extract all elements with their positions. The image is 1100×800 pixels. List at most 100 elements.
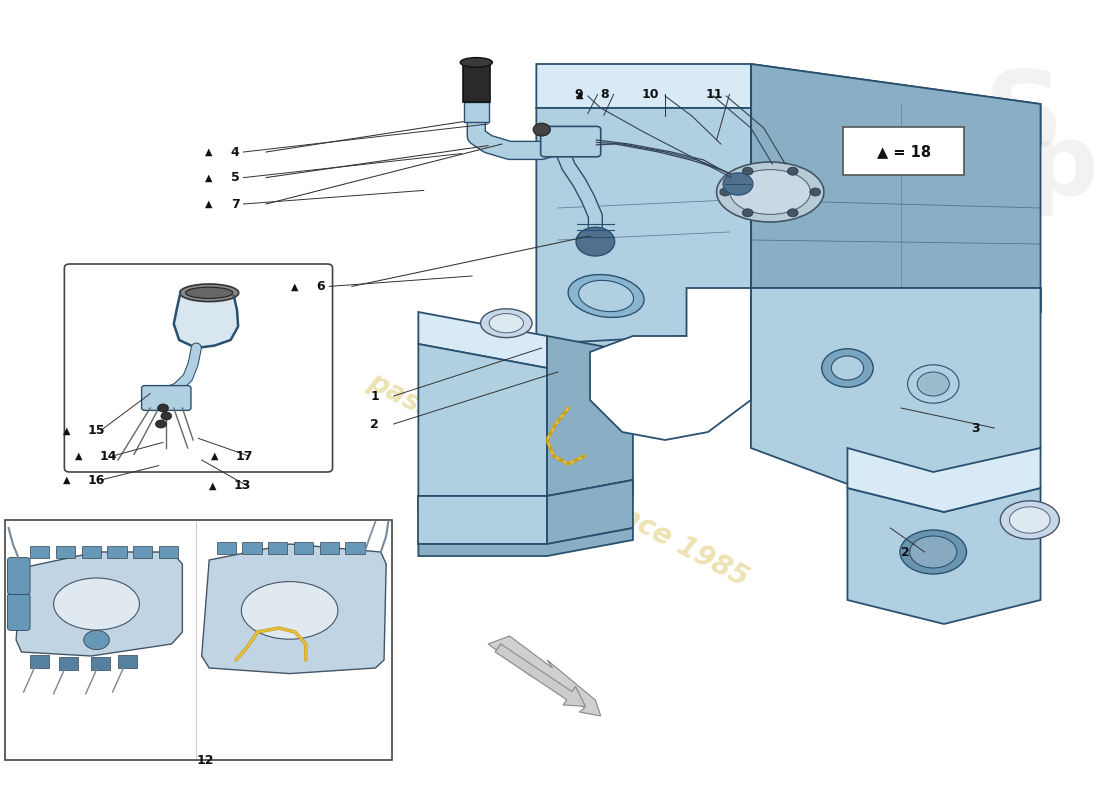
Polygon shape: [464, 102, 490, 122]
Ellipse shape: [481, 309, 532, 338]
Circle shape: [719, 188, 730, 196]
Text: 4: 4: [231, 146, 240, 158]
Ellipse shape: [832, 356, 864, 380]
Polygon shape: [418, 496, 547, 544]
FancyArrowPatch shape: [495, 644, 585, 706]
Bar: [30, 655, 50, 668]
Circle shape: [723, 173, 754, 195]
Polygon shape: [590, 288, 751, 440]
Text: 5: 5: [231, 171, 240, 184]
Text: ▲: ▲: [75, 451, 82, 461]
Bar: [242, 542, 262, 554]
Polygon shape: [547, 336, 632, 496]
Polygon shape: [418, 312, 547, 368]
Text: 3: 3: [971, 422, 979, 434]
Circle shape: [161, 412, 172, 420]
Polygon shape: [751, 288, 1041, 312]
Text: 7: 7: [231, 198, 240, 210]
FancyBboxPatch shape: [65, 264, 332, 472]
FancyBboxPatch shape: [540, 126, 601, 157]
Polygon shape: [418, 528, 632, 556]
Polygon shape: [16, 552, 183, 656]
Text: ▲: ▲: [206, 173, 213, 182]
Ellipse shape: [579, 280, 634, 312]
Polygon shape: [488, 636, 601, 716]
Bar: [345, 542, 365, 554]
Text: ▲: ▲: [206, 147, 213, 157]
Ellipse shape: [900, 530, 967, 574]
Text: 11: 11: [706, 88, 724, 101]
Ellipse shape: [910, 536, 957, 568]
Ellipse shape: [54, 578, 140, 630]
FancyBboxPatch shape: [844, 127, 965, 175]
Ellipse shape: [822, 349, 873, 387]
Polygon shape: [174, 294, 238, 348]
Text: 1: 1: [370, 390, 378, 402]
Text: 14: 14: [100, 450, 118, 462]
Ellipse shape: [179, 284, 239, 302]
Text: 6: 6: [317, 280, 326, 293]
Bar: [91, 657, 110, 670]
Text: 9: 9: [574, 88, 583, 101]
Bar: [268, 542, 287, 554]
Polygon shape: [751, 288, 1041, 488]
FancyBboxPatch shape: [8, 558, 30, 594]
Ellipse shape: [490, 314, 524, 333]
Ellipse shape: [1010, 507, 1050, 533]
Ellipse shape: [460, 58, 493, 67]
Polygon shape: [201, 544, 386, 674]
Text: 13: 13: [234, 479, 251, 492]
Polygon shape: [547, 480, 632, 544]
Text: passion for cars since 1985: passion for cars since 1985: [363, 367, 752, 593]
Ellipse shape: [716, 162, 824, 222]
Circle shape: [742, 209, 754, 217]
Circle shape: [810, 188, 821, 196]
Polygon shape: [847, 488, 1041, 624]
Text: 2: 2: [370, 418, 378, 430]
Ellipse shape: [730, 170, 811, 214]
Polygon shape: [537, 108, 751, 352]
Polygon shape: [847, 448, 1041, 512]
Text: ▲: ▲: [206, 199, 213, 209]
Text: ▲: ▲: [63, 475, 70, 485]
Text: 15: 15: [88, 424, 106, 437]
Text: p: p: [1026, 119, 1098, 217]
Text: ▲: ▲: [211, 451, 218, 461]
Bar: [217, 542, 236, 554]
Ellipse shape: [186, 287, 233, 298]
Text: 16: 16: [88, 474, 106, 486]
Polygon shape: [751, 64, 1041, 288]
Bar: [81, 546, 101, 558]
Bar: [294, 542, 313, 554]
Bar: [59, 657, 78, 670]
Text: 2: 2: [901, 546, 910, 558]
Text: 12: 12: [196, 754, 213, 766]
Bar: [158, 546, 178, 558]
Bar: [320, 542, 339, 554]
Text: S: S: [984, 66, 1065, 174]
Text: 8: 8: [601, 88, 609, 101]
Bar: [463, 62, 491, 102]
Circle shape: [157, 404, 168, 412]
Text: ▲: ▲: [575, 90, 583, 99]
Text: 17: 17: [236, 450, 253, 462]
Circle shape: [534, 123, 550, 136]
Circle shape: [742, 167, 754, 175]
Text: ▲ = 18: ▲ = 18: [877, 144, 932, 158]
Circle shape: [84, 630, 109, 650]
Circle shape: [917, 372, 949, 396]
Ellipse shape: [568, 274, 645, 318]
Bar: [108, 546, 126, 558]
Bar: [133, 546, 152, 558]
Circle shape: [788, 209, 799, 217]
Text: 10: 10: [641, 88, 659, 101]
Circle shape: [788, 167, 799, 175]
Polygon shape: [537, 336, 686, 408]
Polygon shape: [537, 64, 1041, 144]
Bar: [30, 546, 50, 558]
Text: ▲: ▲: [63, 426, 70, 435]
Bar: [118, 655, 138, 668]
FancyBboxPatch shape: [6, 520, 392, 760]
Circle shape: [576, 227, 615, 256]
Circle shape: [908, 365, 959, 403]
